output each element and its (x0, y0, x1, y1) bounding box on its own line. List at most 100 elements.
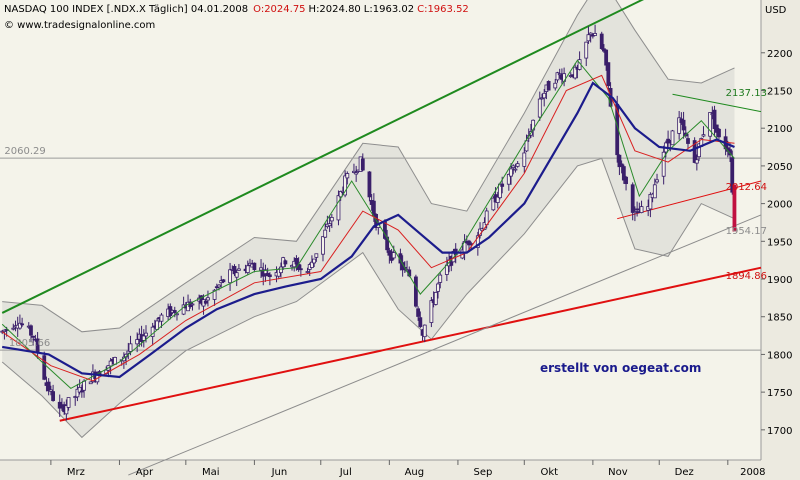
label-2060: 2060.29 (4, 146, 45, 157)
candle-body (367, 171, 372, 198)
candle-body (619, 163, 624, 167)
candle-body (604, 49, 609, 66)
candle-body (354, 172, 359, 175)
upper-channel-line (1, 0, 645, 314)
candle-body (263, 269, 268, 275)
candle-body (714, 124, 719, 133)
candle-body (436, 283, 440, 292)
x-tick-label: Nov (608, 467, 628, 478)
candle-body (267, 274, 272, 278)
y-tick-label: 1800 (767, 350, 792, 361)
candle-body (237, 268, 241, 271)
candle-body (113, 357, 117, 365)
candle-body (429, 300, 434, 323)
candle-body (82, 380, 86, 391)
candle-body (88, 381, 93, 385)
candle-body (509, 168, 513, 177)
candle-body (712, 109, 717, 129)
header-high: H:2024.80 (309, 4, 361, 15)
candle-body (617, 154, 622, 168)
candle-body (511, 165, 516, 168)
copyright-text: © www.tradesignalonline.com (4, 20, 155, 31)
x-tick-label: Mrz (67, 467, 85, 478)
ma-mid-line (1, 74, 735, 382)
candle-body (259, 267, 263, 271)
header-low: L:1963.02 (364, 4, 414, 15)
candle-body (232, 266, 237, 275)
y-tick-label: 2050 (767, 162, 792, 173)
y-tick-label: 2100 (767, 124, 792, 135)
candle-body (181, 304, 186, 315)
candle-body (321, 236, 325, 255)
candle-body (305, 271, 310, 273)
candle-body (245, 265, 250, 273)
y-axis-ticks: 1700 1750 1800 1850 1900 1950 2000 2050 2100 2150… (761, 49, 792, 437)
candle-body (159, 314, 164, 322)
x-tick-label: Jun (271, 467, 288, 478)
candle-body (467, 240, 471, 246)
candle-body (418, 317, 423, 327)
candle-body (515, 163, 520, 167)
candle-body (279, 266, 283, 274)
candle-body (79, 390, 84, 393)
candle-body (336, 195, 341, 221)
candle-body (360, 158, 365, 171)
candle-body (42, 355, 47, 380)
x-tick-label: Sep (473, 467, 492, 478)
candle-body (475, 235, 480, 248)
candle-body (155, 320, 159, 330)
y-tick-label: 1950 (767, 237, 792, 248)
y-tick-label: 2000 (767, 200, 792, 211)
candle-body (31, 335, 36, 338)
label-1805: 1805.66 (9, 338, 50, 349)
candle-body (593, 33, 597, 36)
last-candle-body (732, 184, 737, 232)
candle-body (228, 269, 232, 284)
candle-body (11, 327, 16, 330)
candle-body (144, 332, 148, 337)
x-tick-label: Mai (202, 467, 220, 478)
candle-body (371, 200, 376, 217)
candle-body (66, 397, 71, 408)
candle-body (652, 184, 657, 199)
candle-body (708, 112, 713, 137)
candle-body (717, 128, 721, 138)
candle-body (141, 335, 146, 341)
ma-slow-line (2, 81, 735, 379)
resistance-line-line (672, 93, 762, 113)
candle-body (298, 268, 303, 271)
candle-body (630, 184, 635, 213)
candle-body (730, 157, 735, 193)
candle-body (553, 82, 558, 89)
candle-body (681, 119, 686, 131)
candle-body (323, 229, 328, 238)
candle-body (655, 179, 659, 183)
candle-body (338, 191, 343, 198)
x-tick-label: Jul (339, 467, 352, 478)
candle-body (108, 360, 113, 367)
y-tick-label: 1750 (767, 388, 792, 399)
candle-body (495, 196, 500, 203)
candle-body (639, 206, 644, 214)
candle-body (522, 152, 527, 167)
candle-body (621, 166, 626, 181)
candle-body (203, 300, 208, 304)
candle-body (18, 322, 22, 329)
header-instrument: NASDAQ 100 INDEX [.NDX.X Täglich] 04.01.… (4, 4, 248, 15)
candle-body (135, 339, 140, 345)
candle-body (234, 272, 239, 278)
candle-body (542, 92, 547, 99)
candle-body (48, 389, 53, 392)
candle-body (677, 117, 682, 134)
candle-body (20, 323, 25, 326)
candle-body (586, 34, 591, 42)
candle-body (46, 381, 51, 392)
candle-body (416, 308, 421, 317)
y-tick-label: 2200 (767, 49, 792, 60)
y-axis-unit: USD (765, 5, 787, 16)
candle-body (686, 138, 690, 144)
candle-body (422, 324, 427, 338)
candle-body (692, 140, 697, 163)
